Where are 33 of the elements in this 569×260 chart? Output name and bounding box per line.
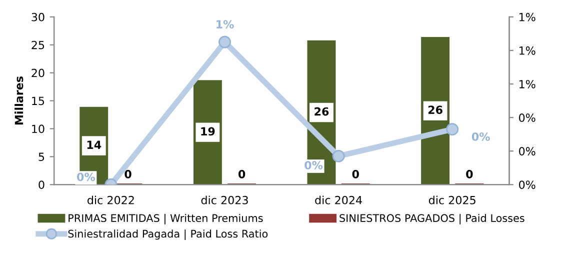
y2-tick-label: 0% <box>519 113 536 122</box>
legend-label: SINIESTROS PAGADOS | Paid Losses <box>340 214 524 224</box>
y-tick-label: 20 <box>32 68 44 78</box>
legend-label: PRIMAS EMITIDAS | Written Premiums <box>68 214 263 224</box>
y2-tick-label: 1% <box>520 12 536 22</box>
data-label: 0 <box>352 170 359 178</box>
data-label: 0% <box>304 160 323 170</box>
y-tick-label: 30 <box>32 12 44 22</box>
y-tick-label: 15 <box>32 96 44 106</box>
x-tick-label: dic 2023 <box>201 196 248 204</box>
y-tick-label: 10 <box>32 124 44 134</box>
y2-tick-label: 0% <box>519 180 536 189</box>
y2-tick-label: 0% <box>519 147 536 156</box>
data-label: 0 <box>124 170 132 178</box>
y2-tick-label: 1% <box>520 46 536 55</box>
y2-tick-label: 1% <box>520 80 536 88</box>
y-tick-label: 5 <box>38 152 44 162</box>
x-tick-label: dic 2025 <box>428 196 476 204</box>
legend-label: Siniestralidad Pagada | Paid Loss Ratio <box>68 230 268 240</box>
data-label: 0% <box>472 132 490 141</box>
data-label: 0 <box>238 170 246 178</box>
data-label: 0 <box>466 170 473 178</box>
data-label: 26 <box>428 106 442 114</box>
data-label: 0% <box>77 172 95 182</box>
y-axis-title: Millares <box>14 76 24 125</box>
y-tick-label: 25 <box>32 40 44 50</box>
data-label: 26 <box>314 107 329 116</box>
x-tick-label: dic 2024 <box>315 196 362 204</box>
x-tick-label: dic 2022 <box>88 196 134 204</box>
data-label: 14 <box>87 140 102 149</box>
y-tick-label: 0 <box>38 180 44 189</box>
data-label: 19 <box>201 127 215 136</box>
data-label: 1% <box>216 20 234 29</box>
